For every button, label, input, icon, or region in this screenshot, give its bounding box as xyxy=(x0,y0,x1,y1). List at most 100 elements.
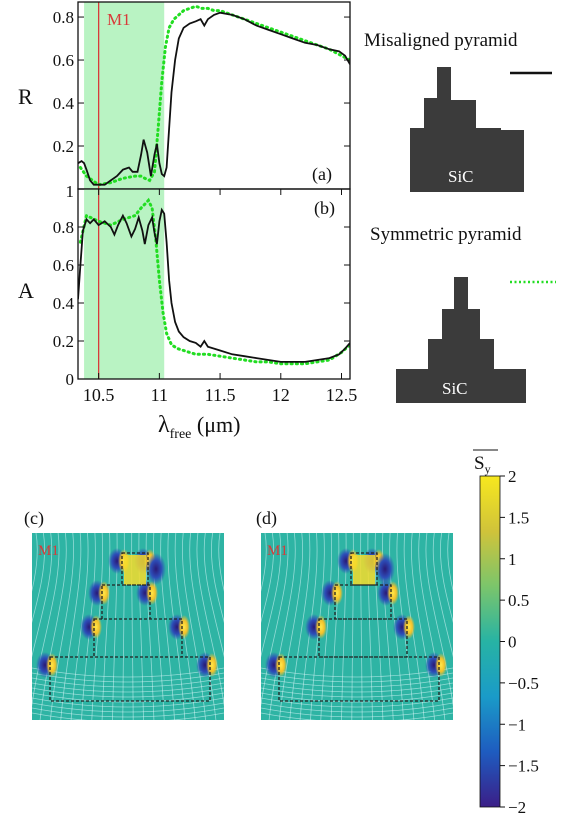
c-streamline xyxy=(50,533,74,720)
c-streamline xyxy=(101,533,111,720)
c-hot-spot xyxy=(98,581,110,605)
d-hot-spot xyxy=(331,581,343,605)
panel-b-xtick-label: 11.5 xyxy=(205,385,236,405)
d-streamline xyxy=(268,533,296,720)
panel-b-ytick-label: 0.4 xyxy=(53,294,75,313)
c-streamline xyxy=(32,692,224,703)
c-streamline xyxy=(131,533,134,720)
c-hot-spot xyxy=(90,615,102,639)
field-map-d-structure-outline xyxy=(278,552,440,702)
panel-b-ytick-label: 0.6 xyxy=(53,256,74,275)
c-streamline xyxy=(189,533,217,720)
panel-a-marker-label: M1 xyxy=(107,10,131,29)
d-streamline xyxy=(320,533,332,720)
panel-a-ytick-label: 0.2 xyxy=(53,137,74,156)
d-streamline xyxy=(261,707,453,718)
c-streamline xyxy=(32,712,224,720)
panel-b-ytick-label: 0.8 xyxy=(53,218,74,237)
d-streamline xyxy=(261,533,274,624)
panel-a-ylabel: R xyxy=(18,84,33,109)
c-streamline xyxy=(32,702,224,713)
c-streamline xyxy=(32,533,38,592)
d-hot-spot xyxy=(275,653,287,677)
panel-a: M1 0.2 0.4 0.6 0.8 R (a) xyxy=(18,1,351,190)
c-streamline xyxy=(218,533,224,592)
colorbar-tick-label: −2 xyxy=(508,798,526,817)
d-streamline xyxy=(261,533,267,592)
colorbar-tick-label: 2 xyxy=(508,467,517,486)
c-hot-spot xyxy=(46,653,58,677)
panel-b-ytick-label: 0.2 xyxy=(53,332,74,351)
panel-a-label: (a) xyxy=(312,164,332,185)
x-axis-label-main: λ xyxy=(158,412,170,438)
d-streamline xyxy=(261,677,453,688)
panel-a-series-solid xyxy=(78,11,350,186)
c-streamline xyxy=(32,697,224,708)
colorbar-tick-label: −1 xyxy=(508,715,526,734)
d-streamline xyxy=(261,702,453,713)
d-streamline xyxy=(261,712,453,720)
panel-b-ytick-label: 1 xyxy=(66,182,75,201)
field-map-d: (d) M1 xyxy=(256,508,453,720)
c-streamline xyxy=(160,533,175,720)
x-axis-label-sub: free xyxy=(170,427,192,442)
x-axis-label-unit: (μm) xyxy=(191,412,240,437)
d-streamline xyxy=(261,697,453,708)
misaligned-pyramid-shape xyxy=(410,67,524,192)
d-streamline xyxy=(440,533,453,624)
colorbar-tick-label: 0.5 xyxy=(508,591,529,610)
colorbar-title: Sy xyxy=(474,453,491,476)
panel-b-label: (b) xyxy=(314,198,335,219)
panel-a-ytick-label: 0.8 xyxy=(53,8,74,27)
legend-misaligned: Misaligned pyramid SiC xyxy=(364,30,552,192)
panel-b-xtick-label: 12.5 xyxy=(326,385,358,405)
panel-a-ytick-label: 0.6 xyxy=(53,51,74,70)
c-hot-spot xyxy=(178,615,190,639)
legend-symmetric-label: Symmetric pyramid xyxy=(370,224,522,245)
symmetric-pyramid-shape xyxy=(396,277,526,403)
c-top-cold-spot xyxy=(146,553,166,585)
panel-b-frame xyxy=(77,188,351,380)
panel-b-xtick-label: 10.5 xyxy=(83,385,115,405)
panel-a-series-dotted xyxy=(78,4,350,187)
panel-b-ylabel: A xyxy=(18,278,34,303)
symmetric-structure-label: SiC xyxy=(442,379,468,398)
c-streamline xyxy=(32,687,224,698)
legend-symmetric: Symmetric pyramid SiC xyxy=(370,224,556,403)
d-streamline xyxy=(261,692,453,703)
d-top-hot-region xyxy=(353,555,375,585)
d-streamline xyxy=(418,533,446,720)
d-streamline xyxy=(330,533,340,720)
c-streamline xyxy=(91,533,103,720)
c-streamline xyxy=(70,533,89,720)
colorbar: Sy 2 1.5 1 0.5 0 −0.5 −1 −1.5 −2 xyxy=(473,449,539,817)
c-streamline xyxy=(32,677,224,688)
panel-b-xtick-label: 11 xyxy=(151,385,168,405)
colorbar-tick-label: 1 xyxy=(508,550,517,569)
colorbar-tick-label: −0.5 xyxy=(508,674,539,693)
field-map-c-marker-label: M1 xyxy=(38,543,59,559)
d-streamline xyxy=(389,533,404,720)
c-hot-spot xyxy=(206,653,218,677)
d-streamline xyxy=(447,533,453,592)
c-streamline xyxy=(39,533,67,720)
c-streamline xyxy=(203,533,224,658)
panel-b: 0 0.2 0.4 0.6 0.8 1 10.5 11 11.5 12 12.5 A (b) λf… xyxy=(18,182,357,442)
field-map-d-marker-label: M1 xyxy=(267,543,288,559)
d-streamline xyxy=(432,533,453,658)
field-map-d-hotspots xyxy=(265,548,447,678)
panel-b-series-dotted xyxy=(78,197,350,366)
colorbar-tick-label: −1.5 xyxy=(508,757,539,776)
d-hot-spot xyxy=(435,653,447,677)
panel-a-band xyxy=(84,2,165,189)
colorbar-title-main: S xyxy=(474,453,485,474)
c-streamline xyxy=(211,533,224,624)
d-hot-spot xyxy=(387,581,399,605)
panel-a-ytick-label: 0.4 xyxy=(53,94,75,113)
d-streamline xyxy=(261,533,282,658)
d-hot-spot xyxy=(403,615,415,639)
panel-b-xtick-label: 12 xyxy=(272,385,290,405)
d-streamline xyxy=(279,533,303,720)
c-streamline xyxy=(32,533,53,658)
